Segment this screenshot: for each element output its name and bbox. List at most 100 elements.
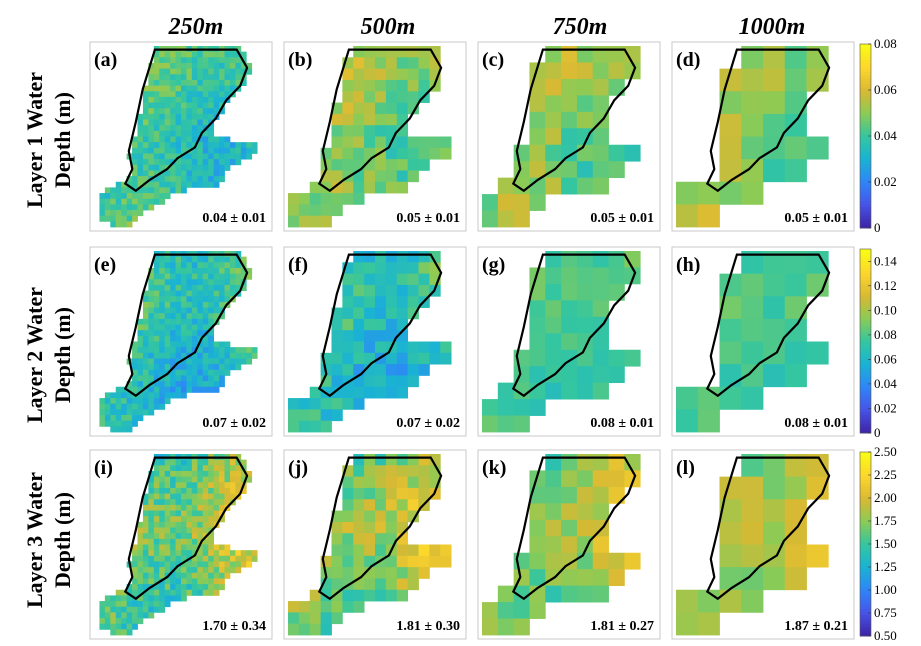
colorbar-segment [860,252,871,256]
map-cell [164,347,171,354]
map-cell [197,364,204,371]
map-cell [181,324,187,331]
map-cell [126,612,133,619]
colorbar-segment [860,185,871,189]
map-cell [202,102,209,109]
map-cell [407,499,419,511]
map-cell [440,544,452,557]
map-cell [576,552,594,570]
map-cell [197,561,204,568]
map-cell [142,369,149,376]
map-cell [396,341,409,354]
map-cell [126,420,133,427]
map-cell [719,296,742,320]
map-cell [191,375,198,382]
map-cell [202,113,209,120]
map-cell [175,256,182,263]
map-cell [219,572,225,579]
map-cell [126,215,133,222]
map-cell [148,91,155,98]
map-cell [159,68,166,75]
map-cell [142,572,149,579]
stat-label-k: 1.81 ± 0.27 [590,619,654,634]
map-cell [186,176,193,183]
map-cell [197,572,204,579]
map-cell [208,102,215,109]
colorbar-segment [860,507,871,511]
map-cell [159,102,166,109]
map-cell [115,629,122,636]
map-cell [191,510,198,517]
map-cell [126,601,133,608]
map-cell [191,459,198,466]
map-cell [229,262,236,269]
map-cell [186,375,193,382]
map-cell [353,341,365,354]
map-cell [224,482,231,489]
map-cell [229,364,236,371]
map-cell [235,256,242,263]
map-cell [159,198,166,205]
map-cell [219,273,225,280]
map-cell [208,335,215,342]
colorbar-segment [860,276,871,281]
map-cell [132,550,138,557]
map-cell [213,147,220,154]
map-cell [208,290,215,297]
map-cell [240,51,247,58]
map-cell [396,170,409,183]
colorbar-segment [860,455,871,459]
map-cell [164,130,171,137]
map-cell [429,454,441,466]
map-cell [153,341,160,348]
map-cell [148,96,155,103]
colorbar-segment [860,614,871,619]
map-cell [121,193,128,200]
map-cell [331,589,343,602]
map-cell [148,102,155,109]
map-cell [164,482,171,489]
map-cell [186,510,193,517]
panel-label-d: (d) [676,49,700,71]
map-cell [197,74,204,81]
map-cell [364,284,376,297]
map-cell [208,544,215,551]
map-cell [224,164,231,171]
map-cell [164,256,171,263]
map-cell [175,347,182,354]
map-cell [482,210,499,228]
map-cell [208,68,215,75]
map-cell [110,210,117,217]
map-cell [148,159,155,166]
map-cell [148,119,155,126]
map-cell [132,369,138,376]
map-cell [396,476,409,489]
map-cell [148,364,155,371]
map-cell [429,262,441,275]
map-cell [561,382,578,400]
map-cell [164,533,171,540]
map-cell [385,147,398,160]
map-cell [104,210,111,217]
map-cell [148,499,155,506]
map-cell [407,57,419,70]
map-cell [153,352,160,359]
map-cell [561,283,578,301]
map-cell [153,159,160,166]
map-cell [153,318,160,325]
colorbar-segment [860,426,871,431]
map-cell [148,324,155,331]
map-cell [719,181,742,205]
map-cell [202,324,209,331]
map-cell [142,589,149,596]
map-cell [208,375,215,382]
map-cell [197,487,204,494]
map-cell [153,584,160,591]
map-cell [170,96,176,103]
map-cell [191,589,198,596]
map-cell [342,318,354,331]
map-cell [240,470,247,478]
map-cell [545,177,562,195]
map-cell [375,499,387,511]
map-cell [576,366,594,384]
